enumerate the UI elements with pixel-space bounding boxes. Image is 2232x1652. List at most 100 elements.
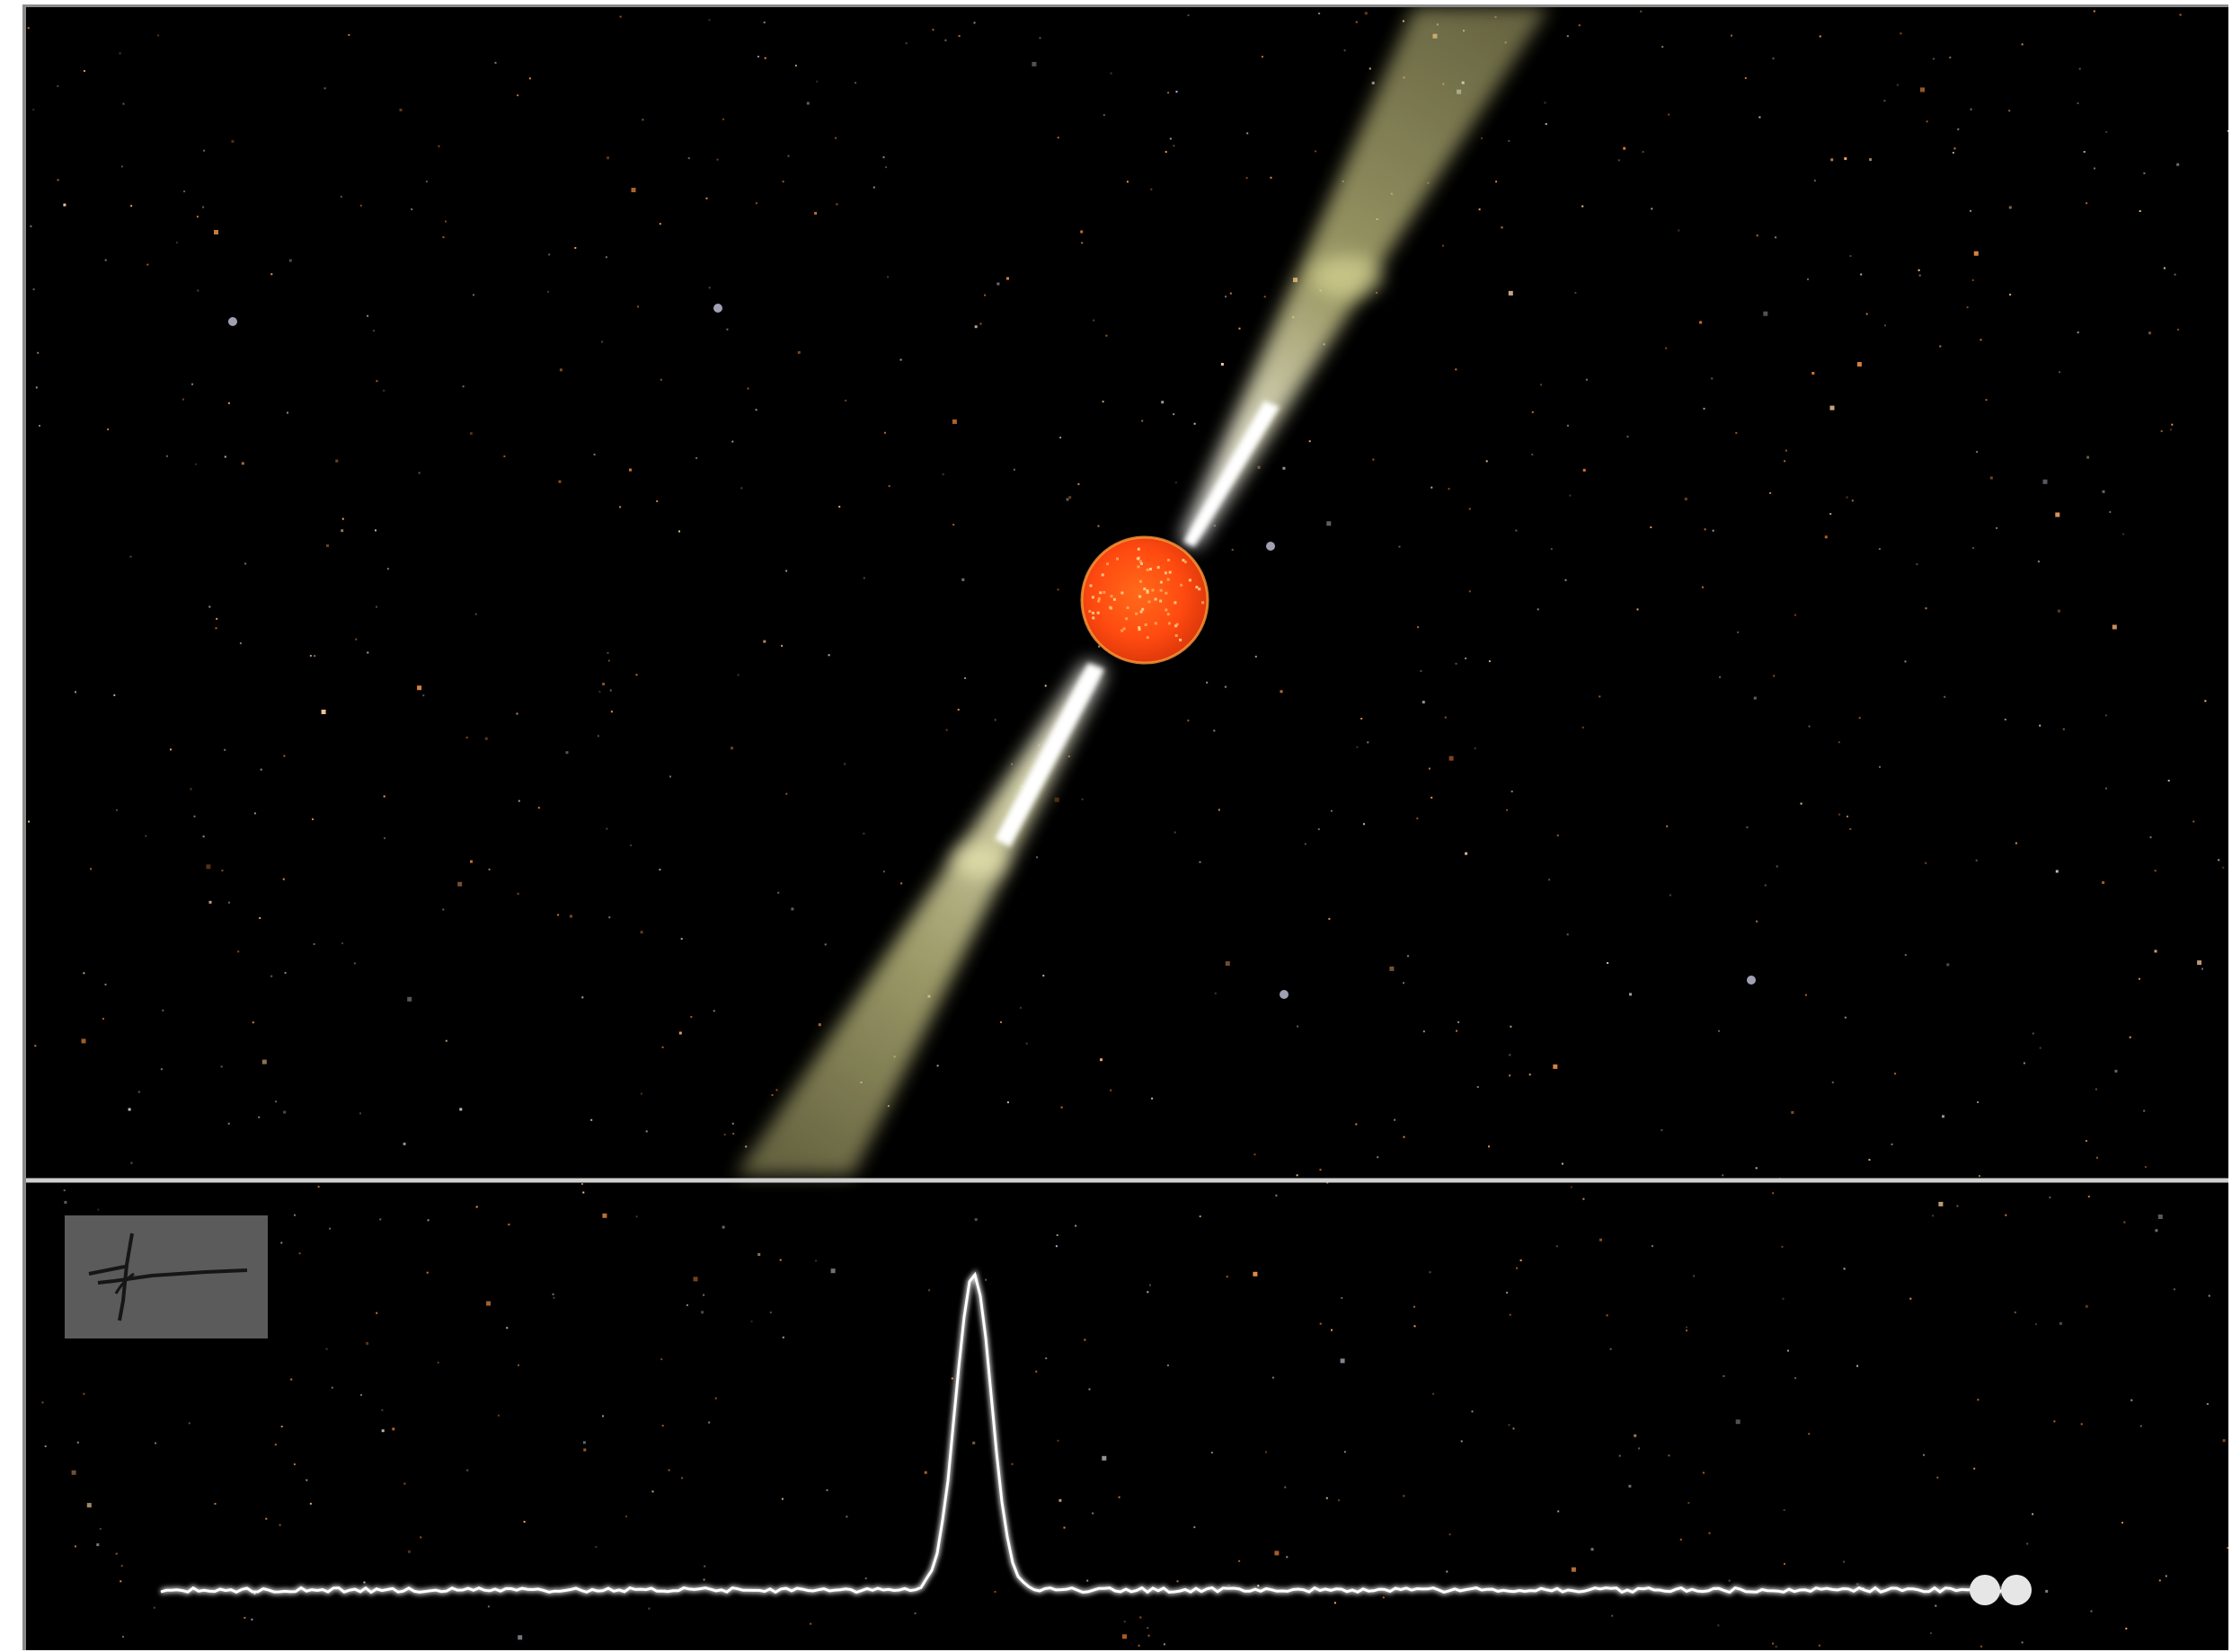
background-star — [1737, 631, 1740, 633]
background-star — [1856, 1583, 1859, 1586]
background-star — [1509, 1313, 1511, 1316]
background-star — [687, 157, 690, 160]
background-star — [1220, 363, 1224, 366]
background-star — [769, 1312, 772, 1313]
background-star — [1746, 826, 1749, 828]
background-star — [1829, 405, 1835, 411]
background-star — [1972, 547, 1974, 549]
background-star — [335, 459, 339, 463]
background-star — [1640, 10, 1643, 13]
background-star — [1804, 994, 1807, 996]
background-star — [1556, 835, 1559, 837]
background-star — [403, 1142, 406, 1145]
background-star — [757, 56, 759, 57]
background-star — [2165, 1575, 2167, 1577]
background-star — [1147, 1634, 1150, 1637]
background-star — [90, 868, 93, 870]
background-star — [1553, 1064, 1558, 1069]
background-star — [781, 1497, 784, 1500]
background-star — [224, 748, 226, 751]
background-star — [1606, 1314, 1608, 1317]
background-star — [1485, 460, 1488, 463]
background-star — [601, 340, 604, 343]
background-star — [659, 869, 661, 871]
background-star — [607, 659, 610, 662]
background-star — [244, 1616, 246, 1619]
background-star — [76, 1441, 79, 1444]
background-star — [1098, 645, 1101, 648]
background-star — [1582, 468, 1586, 472]
background-star — [838, 506, 841, 508]
background-star — [1918, 269, 1920, 271]
background-star — [1773, 675, 1776, 677]
background-star — [1355, 21, 1358, 23]
background-star — [708, 19, 711, 22]
background-star — [260, 768, 262, 771]
background-star — [317, 1186, 320, 1188]
background-star — [782, 1336, 784, 1338]
background-star — [1638, 1447, 1641, 1450]
background-star — [885, 166, 888, 169]
background-star — [283, 755, 286, 757]
background-star — [1045, 1357, 1048, 1360]
background-star — [745, 1145, 748, 1148]
background-star — [1758, 116, 1761, 119]
background-star — [1416, 817, 1419, 820]
background-star — [386, 568, 389, 570]
background-star — [1980, 339, 1982, 341]
background-star — [1059, 437, 1062, 439]
background-star — [1481, 137, 1483, 139]
background-star — [116, 808, 118, 811]
background-star — [506, 1327, 509, 1330]
background-star — [2109, 511, 2112, 513]
background-star — [557, 914, 560, 916]
background-star — [1148, 1284, 1151, 1286]
background-star — [1590, 1548, 1594, 1551]
background-star — [2023, 1062, 2025, 1065]
background-star — [961, 578, 965, 581]
background-star — [1811, 372, 1815, 375]
background-star — [2167, 780, 2170, 782]
background-star — [1476, 1086, 1479, 1089]
background-star — [457, 881, 463, 887]
background-star — [1187, 14, 1190, 16]
pulse-waveform-icon[interactable] — [65, 1215, 268, 1338]
background-star — [1634, 1434, 1637, 1437]
background-star — [182, 398, 184, 401]
background-star — [28, 820, 31, 823]
background-star — [1067, 755, 1070, 757]
background-star — [1891, 1143, 1893, 1145]
background-star — [732, 1133, 735, 1135]
background-star — [1488, 1145, 1490, 1148]
background-star — [288, 259, 292, 262]
background-star — [1528, 1073, 1531, 1076]
background-star — [1540, 384, 1543, 386]
background-star — [2144, 1166, 2147, 1168]
background-star — [595, 1546, 598, 1548]
background-star — [2105, 131, 2108, 133]
background-star — [1011, 1462, 1014, 1465]
background-star — [341, 942, 343, 945]
background-star — [2085, 1304, 2088, 1308]
background-star — [994, 1591, 996, 1593]
background-star — [1838, 741, 1840, 744]
background-star — [494, 61, 497, 64]
background-star — [2004, 719, 2006, 720]
background-star — [122, 102, 125, 105]
background-star — [1923, 1453, 1925, 1456]
background-star — [162, 1009, 164, 1012]
background-star — [884, 431, 886, 434]
background-star — [2032, 1513, 2034, 1515]
background-star — [661, 1425, 664, 1427]
background-star — [1900, 32, 1902, 35]
background-star — [1904, 954, 1907, 957]
background-star — [1723, 1374, 1725, 1377]
background-star — [1286, 1556, 1289, 1559]
background-star — [2090, 1610, 2093, 1612]
background-star — [488, 868, 491, 870]
background-star — [1360, 718, 1363, 720]
background-star — [1376, 291, 1378, 294]
background-star — [145, 835, 147, 837]
background-star — [1253, 1153, 1256, 1156]
background-star — [120, 1580, 122, 1583]
